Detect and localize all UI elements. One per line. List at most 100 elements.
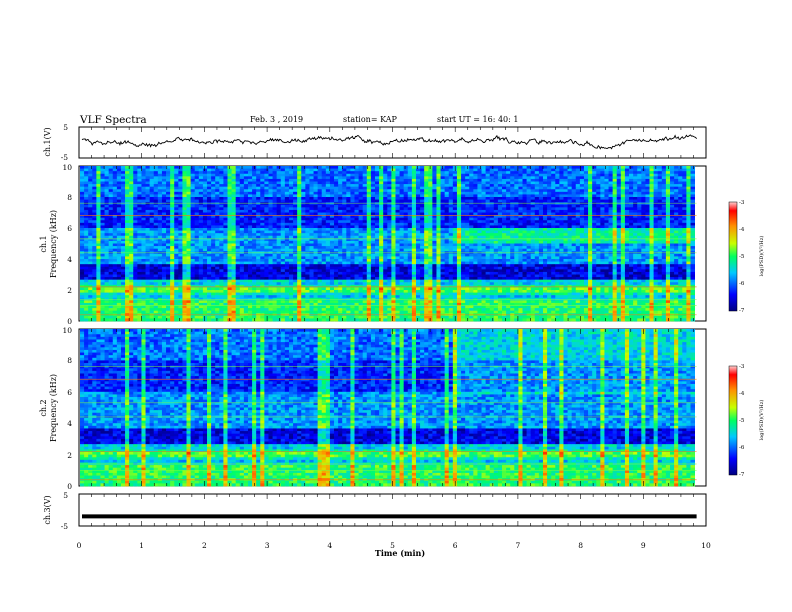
spectrogram-cell (215, 305, 220, 309)
spectrogram-cell (288, 173, 294, 177)
spectrogram-cell (317, 186, 323, 190)
spectrogram-cell (235, 243, 241, 247)
spectrogram-cell (268, 246, 273, 250)
spectrogram-cell (395, 271, 400, 275)
spectrogram-cell (252, 274, 257, 278)
spectrogram-cell (211, 266, 216, 270)
spectrogram-cell (358, 233, 364, 237)
spectrogram-cell (215, 189, 220, 193)
spectrogram-cell (313, 202, 319, 206)
spectrogram-cell (362, 243, 368, 247)
spectrogram-cell (383, 274, 388, 278)
spectrogram-cell (346, 204, 351, 208)
spectrogram-cell (325, 282, 331, 286)
spectrogram-cell (379, 199, 384, 203)
spectrogram-cell (297, 300, 302, 304)
spectrogram-cell (223, 202, 228, 206)
spectrogram-cell (88, 284, 93, 288)
spectrogram-cell (129, 238, 134, 242)
spectrogram-cell (108, 220, 114, 224)
spectrogram-cell (223, 318, 228, 322)
spectrogram-cell (239, 284, 245, 288)
spectrogram-cell (284, 290, 290, 293)
spectrogram-cell (395, 287, 400, 291)
spectrogram-cell (112, 295, 118, 299)
spectrogram-cell (284, 266, 290, 270)
spectrogram-cell (174, 199, 179, 203)
spectrogram-cell (108, 217, 114, 221)
spectrogram-cell (293, 248, 298, 252)
spectrogram-cell (268, 202, 273, 206)
spectrogram-cell (354, 173, 360, 177)
spectrogram-cell (243, 269, 249, 273)
spectrogram-cell (129, 269, 134, 273)
spectrogram-cell (268, 215, 273, 219)
spectrogram-cell (231, 308, 237, 312)
spectrogram-cell (133, 238, 138, 242)
spectrogram-cell (354, 261, 360, 265)
spectrogram-cell (104, 264, 110, 268)
spectrogram-cell (334, 212, 339, 216)
spectrogram-cell (153, 292, 159, 296)
spectrogram-cell (280, 215, 286, 219)
spectrogram-cell (301, 173, 306, 177)
spectrogram-cell (313, 246, 319, 250)
spectrogram-cell (288, 310, 294, 314)
spectrogram-cell (194, 207, 200, 211)
spectrogram-cell (211, 277, 216, 281)
spectrogram-cell (112, 173, 118, 177)
spectrogram-cell (92, 300, 97, 304)
spectrogram-cell (202, 194, 208, 198)
spectrogram-cell (317, 189, 323, 193)
spectrogram-cell (284, 176, 290, 180)
spectrogram-cell (354, 194, 360, 198)
spectrogram-cell (88, 235, 93, 239)
spectrogram-cell (358, 197, 364, 200)
spectrogram-cell (252, 266, 257, 270)
spectrogram-cell (88, 209, 93, 213)
spectrogram-cell (276, 246, 282, 250)
spectrogram-cell (276, 217, 282, 221)
spectrogram-cell (211, 176, 216, 180)
spectrogram-cell (411, 178, 417, 182)
spectrogram-cell (370, 277, 376, 281)
spectrogram-cell (231, 271, 237, 275)
spectrogram-cell (297, 302, 302, 306)
spectrogram-cell (317, 220, 323, 224)
spectrogram-cell (329, 168, 335, 172)
spectrogram-cell (379, 256, 384, 260)
spectrogram-cell (186, 310, 192, 314)
spectrogram-cell (247, 191, 253, 195)
spectrogram-cell (399, 318, 405, 322)
spectrogram-cell (342, 230, 347, 234)
spectrogram-cell (293, 292, 298, 296)
spectrogram-cell (166, 238, 171, 242)
spectrogram-cell (268, 235, 273, 239)
spectrogram-cell (112, 271, 118, 275)
spectrogram-cell (288, 235, 294, 239)
spectrogram-cell (137, 186, 142, 190)
spectrogram-cell (403, 238, 409, 242)
spectrogram-cell (297, 222, 302, 226)
spectrogram-cell (174, 222, 179, 226)
spectrogram-cell (129, 264, 134, 268)
spectrogram-cell (354, 284, 360, 288)
spectrogram-cell (379, 184, 384, 188)
spectrogram-cell (391, 266, 396, 270)
spectrogram-cell (84, 269, 89, 273)
spectrogram-cell (198, 274, 204, 278)
spectrogram-cell (284, 217, 290, 221)
spectrogram-cell (247, 199, 253, 203)
spectrogram-cell (342, 168, 347, 172)
spectrogram-cell (354, 308, 360, 312)
spectrogram-cell (272, 266, 278, 270)
spectrogram-cell (202, 287, 208, 291)
spectrogram-cell (297, 284, 302, 288)
spectrogram-cell (235, 277, 241, 281)
spectrogram-cell (280, 310, 286, 314)
spectrogram-cell (92, 207, 97, 211)
spectrogram-cell (149, 166, 155, 169)
spectrogram-cell (284, 274, 290, 278)
spectrogram-cell (161, 246, 167, 250)
spectrogram-cell (211, 168, 216, 172)
